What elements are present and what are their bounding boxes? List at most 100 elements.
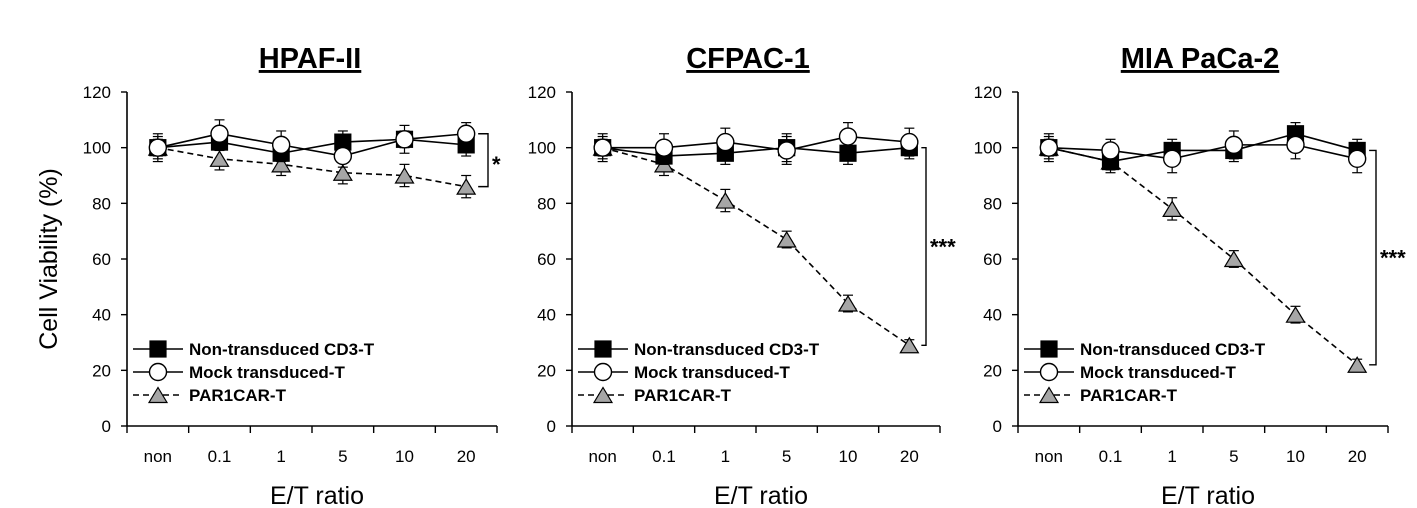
chart-1-legend-label-0: Non-transduced CD3-T	[634, 340, 820, 359]
chart-0-data-point	[209, 150, 230, 167]
chart-1-data-point	[715, 191, 736, 209]
chart-2-y-tick-label: 120	[974, 83, 1002, 102]
chart-2-legend-label-1: Mock transduced-T	[1080, 363, 1236, 382]
chart-0-data-point	[395, 130, 414, 149]
chart-0-legend-marker-1	[148, 362, 168, 382]
chart-2-data-point	[1162, 149, 1182, 169]
chart-1-x-tick-label: 20	[900, 447, 919, 466]
chart-1-x-tick-label: 10	[839, 447, 858, 466]
chart-0-series-line-0	[157, 138, 467, 155]
chart-2-data-point	[1347, 356, 1368, 373]
chart-2-title: MIA PaCa-2	[1121, 43, 1279, 75]
chart-2-y-tick-label: 20	[983, 361, 1002, 380]
chart-2-data-point	[1285, 306, 1306, 323]
chart-1-legend-label-1: Mock transduced-T	[634, 363, 790, 382]
chart-0-y-tick-label: 80	[92, 194, 111, 213]
chart-1-title: CFPAC-1	[686, 43, 810, 75]
chart-2-data-point	[1347, 149, 1367, 169]
chart-0-data-point	[271, 135, 291, 155]
chart-1-y-tick-label: 60	[537, 250, 556, 269]
chart-0-data-point	[394, 166, 415, 184]
chart-0-x-tick-label: 0.1	[208, 447, 232, 466]
chart-0-title: HPAF-II	[259, 43, 362, 75]
chart-0-legend-label-0: Non-transduced CD3-T	[189, 340, 375, 359]
chart-2-x-axis-title: E/T ratio	[1161, 482, 1255, 508]
chart-0-y-tick-label: 0	[102, 417, 111, 436]
chart-1-data-point	[777, 141, 796, 160]
chart-2-y-tick-label: 80	[983, 194, 1002, 213]
chart-1-data-point	[593, 138, 612, 157]
chart-0-series-line-2	[157, 146, 467, 188]
chart-2-x-tick-label: 10	[1286, 447, 1305, 466]
chart-1-x-axis-title: E/T ratio	[714, 482, 808, 508]
chart-2-data-point	[1286, 135, 1305, 155]
chart-2-y-tick-label: 60	[983, 250, 1002, 269]
chart-1-legend-label-2: PAR1CAR-T	[634, 386, 732, 405]
chart-0-significance-label: *	[492, 152, 501, 177]
chart-1-x-tick-label: non	[588, 447, 616, 466]
chart-2-data-point	[1039, 138, 1059, 157]
chart-1-y-tick-label: 40	[537, 306, 556, 325]
chart-1-data-point	[899, 336, 920, 354]
chart-0-legend-marker-2	[147, 386, 169, 404]
chart-0-data-point	[456, 177, 477, 195]
chart-1-y-tick-label: 120	[528, 83, 556, 102]
chart-1-x-tick-label: 5	[782, 447, 791, 466]
chart-2-legend-marker-2	[1038, 386, 1060, 404]
chart-0-data-point	[333, 146, 353, 166]
chart-1-data-point	[838, 127, 858, 146]
chart-0-x-tick-label: 20	[457, 447, 476, 466]
chart-0-y-tick-label: 60	[92, 250, 111, 269]
chart-0-x-axis-title: E/T ratio	[270, 482, 364, 508]
chart-2-data-point	[1224, 135, 1244, 155]
chart-2-legend-marker-0	[1040, 340, 1058, 358]
chart-1-legend-marker-0	[594, 340, 612, 358]
chart-2-significance-label: ***	[1380, 246, 1406, 271]
chart-0-y-axis-title: Cell Viability (%)	[35, 168, 63, 350]
chart-1-data-point	[716, 132, 735, 152]
chart-2-series-line-2	[1048, 146, 1358, 366]
chart-0-legend-marker-0	[149, 340, 167, 358]
chart-0-significance-bracket	[478, 133, 489, 188]
chart-2-x-tick-label: 1	[1167, 447, 1176, 466]
chart-0-x-tick-label: 5	[338, 447, 347, 466]
chart-1-y-tick-label: 20	[537, 361, 556, 380]
chart-2-data-point	[1162, 200, 1183, 217]
chart-2-series-line-1	[1048, 144, 1358, 160]
chart-1-y-tick-label: 80	[537, 194, 556, 213]
chart-1-series-line-1	[602, 135, 910, 152]
chart-2-legend-marker-1	[1039, 362, 1059, 382]
chart-2-y-tick-label: 0	[993, 417, 1002, 436]
chart-0-x-tick-label: 1	[276, 447, 285, 466]
chart-2-x-tick-label: 20	[1348, 447, 1367, 466]
chart-1-x-tick-label: 0.1	[652, 447, 676, 466]
chart-2-legend-label-0: Non-transduced CD3-T	[1080, 340, 1266, 359]
chart-0-y-tick-label: 120	[83, 83, 111, 102]
chart-0-data-point	[332, 164, 353, 181]
chart-1-data-point	[776, 230, 797, 248]
chart-1-legend-marker-1	[593, 362, 613, 382]
chart-2-y-tick-label: 100	[974, 139, 1002, 158]
chart-2-x-tick-label: non	[1035, 447, 1063, 466]
chart-2-x-tick-label: 0.1	[1099, 447, 1123, 466]
chart-1-x-tick-label: 1	[721, 447, 730, 466]
chart-1-series-line-0	[602, 146, 910, 157]
chart-0-y-tick-label: 40	[92, 306, 111, 325]
chart-2-data-point	[1101, 141, 1120, 160]
chart-2-legend-label-2: PAR1CAR-T	[1080, 386, 1178, 405]
chart-1-significance-label: ***	[930, 234, 956, 259]
chart-1-data-point	[837, 294, 859, 312]
chart-2-x-tick-label: 5	[1229, 447, 1238, 466]
chart-1-legend-marker-2	[592, 386, 614, 404]
chart-1-significance-bracket	[921, 146, 927, 346]
chart-1-data-point	[654, 138, 674, 157]
chart-0-series-line-1	[157, 132, 467, 157]
chart-0-data-point	[456, 124, 476, 143]
chart-2-data-point	[1223, 250, 1244, 268]
chart-1-data-point	[900, 132, 919, 152]
chart-2-y-tick-label: 40	[983, 306, 1002, 325]
chart-0-x-tick-label: 10	[395, 447, 414, 466]
chart-0-data-point	[148, 138, 168, 157]
chart-0-legend-label-2: PAR1CAR-T	[189, 386, 287, 405]
